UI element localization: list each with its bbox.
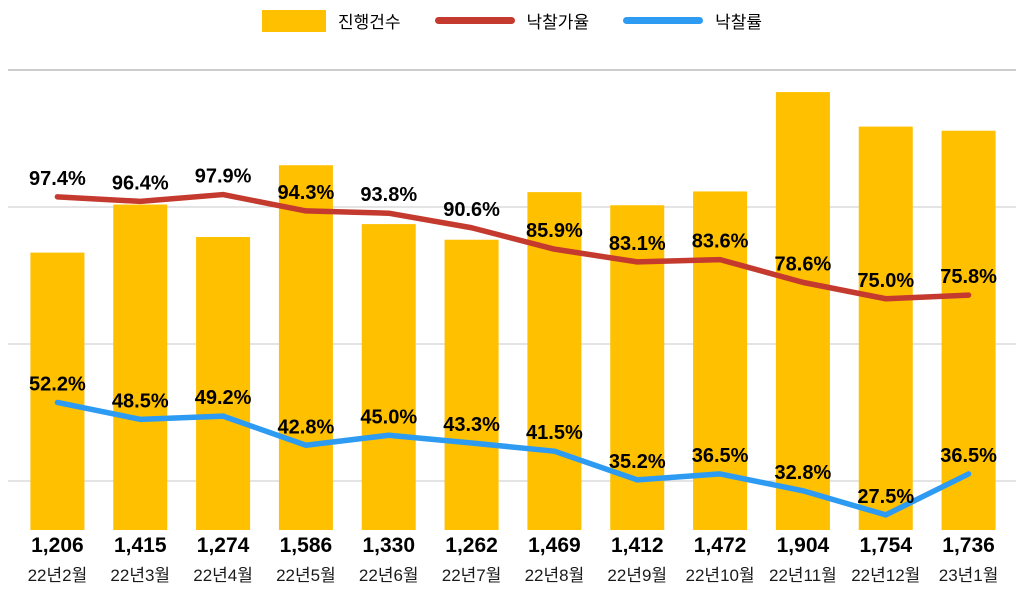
winning-bid-rate-label: 43.3% — [443, 414, 500, 436]
winning-bid-price-rate-label: 96.4% — [112, 172, 169, 194]
bar-value-label: 1,412 — [611, 534, 664, 557]
bar-22년12월 — [858, 126, 913, 530]
winning-bid-price-rate-label: 78.6% — [775, 253, 832, 275]
x-axis-label: 22년12월 — [851, 566, 920, 585]
legend: 진행건수 낙찰가율 낙찰률 — [0, 8, 1024, 33]
x-axis-label: 22년2월 — [28, 566, 88, 585]
bar-value-label: 1,330 — [362, 534, 415, 557]
winning-bid-price-rate-label: 75.8% — [940, 266, 997, 288]
bar-22년6월 — [361, 224, 416, 530]
winning-bid-rate-label: 48.5% — [112, 390, 169, 412]
winning-bid-rate-label: 36.5% — [692, 445, 749, 467]
x-axis-label: 22년7월 — [442, 566, 502, 585]
winning-bid-price-rate-label: 85.9% — [526, 220, 583, 242]
bar-swatch — [261, 9, 326, 32]
legend-item-case-count: 진행건수 — [261, 8, 401, 33]
bar-22년4월 — [196, 236, 251, 531]
winning-bid-price-rate-label: 97.9% — [195, 166, 252, 188]
bar-22년11월 — [775, 92, 830, 530]
winning-bid-rate-label: 36.5% — [940, 445, 997, 467]
bar-value-label: 1,415 — [114, 534, 167, 557]
winning-bid-rate-label: 52.2% — [29, 373, 86, 395]
winning-bid-rate-label: 27.5% — [857, 486, 914, 508]
bar-22년3월 — [113, 204, 168, 531]
price-rate-swatch — [434, 17, 515, 24]
legend-item-winning-bid-price-rate: 낙찰가율 — [434, 8, 590, 33]
bar-value-label: 1,736 — [942, 534, 995, 557]
bar-value-label: 1,472 — [694, 534, 747, 557]
x-axis-label: 22년4월 — [193, 566, 253, 585]
sale-rate-swatch — [623, 17, 704, 24]
bar-value-label: 1,754 — [859, 534, 912, 557]
line-winning-bid-rate — [54, 399, 972, 518]
x-axis-label: 23년1월 — [939, 566, 999, 585]
bar-23년1월 — [941, 130, 996, 530]
bar-22년5월 — [278, 165, 333, 530]
bar-value-label: 1,206 — [31, 534, 84, 557]
x-axis-label: 22년11월 — [769, 566, 837, 585]
bar-value-label: 1,586 — [280, 534, 333, 557]
legend-label-winning-bid-rate: 낙찰률 — [715, 13, 763, 32]
winning-bid-rate-label: 35.2% — [609, 451, 666, 473]
bar-value-label: 1,274 — [197, 534, 250, 557]
winning-bid-price-rate-label: 83.1% — [609, 233, 666, 255]
winning-bid-price-rate-label: 97.4% — [29, 168, 86, 190]
x-axis-label: 22년8월 — [525, 566, 585, 585]
winning-bid-price-rate-label: 83.6% — [692, 231, 749, 253]
winning-bid-price-rate-label: 75.0% — [857, 270, 914, 292]
winning-bid-rate-label: 42.8% — [278, 416, 335, 438]
x-axis-label: 22년3월 — [110, 566, 170, 585]
legend-label-winning-bid-price-rate: 낙찰가율 — [526, 13, 590, 32]
winning-bid-rate-label: 32.8% — [775, 462, 832, 484]
bar-22년7월 — [444, 239, 499, 531]
winning-bid-rate-label: 41.5% — [526, 422, 583, 444]
x-axis-label: 22년5월 — [276, 566, 336, 585]
bar-22년2월 — [30, 252, 85, 530]
x-axis-label: 22년9월 — [607, 566, 667, 585]
winning-bid-rate-label: 45.0% — [360, 406, 417, 428]
winning-bid-rate-label: 49.2% — [195, 387, 252, 409]
winning-bid-price-rate-label: 90.6% — [443, 199, 500, 221]
legend-item-winning-bid-rate: 낙찰률 — [623, 8, 762, 33]
x-axis-label: 22년10월 — [686, 566, 755, 585]
bar-value-label: 1,904 — [777, 534, 830, 557]
legend-label-case-count: 진행건수 — [337, 13, 401, 32]
x-axis-label: 22년6월 — [359, 566, 419, 585]
winning-bid-price-rate-label: 94.3% — [278, 182, 335, 204]
bar-value-label: 1,469 — [528, 534, 581, 557]
bar-value-label: 1,262 — [445, 534, 498, 557]
line-winning-bid-price-rate — [54, 191, 972, 302]
winning-bid-price-rate-label: 93.8% — [360, 184, 417, 206]
